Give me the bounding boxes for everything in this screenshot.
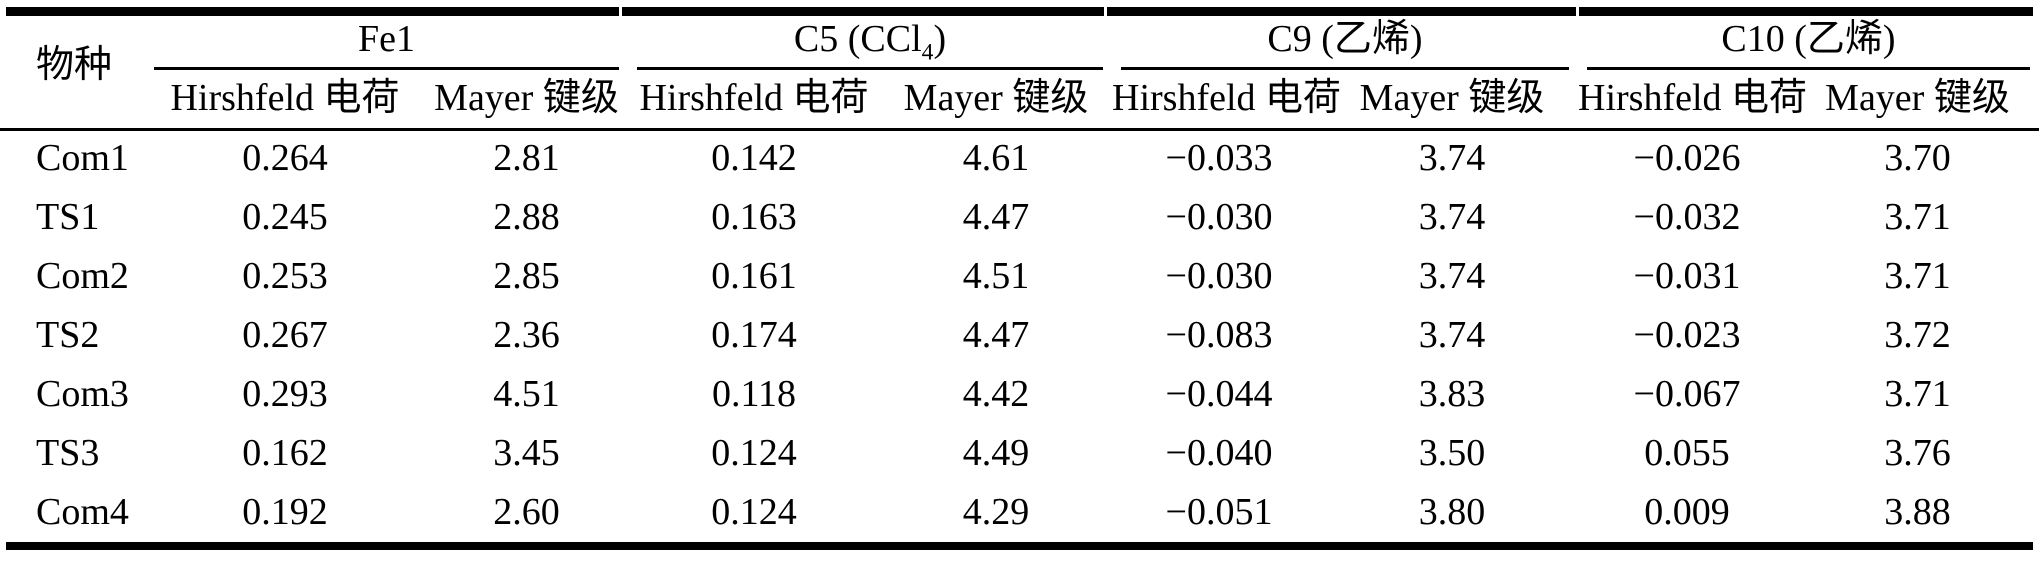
value-cell: 3.71 (1884, 372, 1951, 415)
species-column-header: 物种 (0, 16, 145, 131)
value-cell: −0.032 (1633, 195, 1741, 238)
group-header-c10: C10 (乙烯) (1578, 16, 2039, 70)
subcolumn-header-charge: Hirshfeld 电荷 (628, 70, 880, 131)
species-cell: Com3 (36, 372, 129, 415)
value-cell: 0.055 (1644, 431, 1730, 474)
species-cell: TS3 (36, 431, 100, 474)
species-cell: Com2 (36, 254, 129, 297)
table-row: Com1 0.264 2.81 0.142 4.61 −0.033 3.74 −… (0, 129, 2039, 188)
value-cell: 2.85 (493, 254, 560, 297)
species-cell: TS1 (36, 195, 100, 238)
value-cell: 3.71 (1884, 195, 1951, 238)
value-cell: 4.47 (962, 195, 1030, 238)
value-cell: 3.50 (1418, 431, 1486, 474)
value-cell: 3.74 (1418, 313, 1486, 356)
value-cell: 4.49 (962, 431, 1030, 474)
value-cell: 0.118 (711, 372, 797, 415)
group-underline (154, 67, 619, 70)
value-cell: 4.51 (962, 254, 1030, 297)
group-underline (1587, 67, 2030, 70)
value-cell: 3.70 (1884, 137, 1951, 180)
value-cell: 2.36 (493, 313, 560, 356)
table-row: TS1 0.245 2.88 0.163 4.47 −0.030 3.74 −0… (0, 188, 2039, 247)
species-cell: TS2 (36, 313, 100, 356)
group-header-label: Fe1 (358, 18, 415, 61)
group-underline (1121, 67, 1569, 70)
species-cell: Com1 (36, 137, 129, 180)
group-underline (637, 67, 1103, 70)
value-cell: 4.29 (962, 490, 1030, 533)
value-cell: 0.009 (1644, 490, 1730, 533)
value-cell: 4.42 (962, 372, 1030, 415)
table-row: Com3 0.293 4.51 0.118 4.42 −0.044 3.83 −… (0, 365, 2039, 424)
subcolumn-header-bond: Mayer 键级 (1796, 70, 2039, 131)
value-cell: 0.253 (242, 254, 328, 297)
value-cell: 3.72 (1884, 313, 1951, 356)
group-header-label: C10 (乙烯) (1721, 18, 1896, 61)
value-cell: −0.083 (1165, 313, 1273, 356)
value-cell: 0.192 (242, 490, 328, 533)
value-cell: 4.47 (962, 313, 1030, 356)
value-cell: −0.067 (1633, 372, 1741, 415)
group-header-row: 物种 Fe1 C5 (CCl4) C9 (乙烯) C10 (乙烯) (0, 16, 2039, 131)
value-cell: 2.60 (493, 490, 560, 533)
value-cell: 0.124 (711, 490, 797, 533)
value-cell: 0.124 (711, 431, 797, 474)
group-header-c9: C9 (乙烯) (1112, 16, 1578, 70)
value-cell: 2.81 (493, 137, 560, 180)
subcolumn-header-charge: Hirshfeld 电荷 (1112, 70, 1341, 131)
subcolumn-header-bond: Mayer 键级 (880, 70, 1112, 131)
table-bottom-rule (6, 542, 2033, 550)
value-cell: −0.026 (1633, 137, 1741, 180)
value-cell: −0.051 (1165, 490, 1273, 533)
group-header-fe1: Fe1 (145, 16, 628, 70)
subcolumn-header-bond: Mayer 键级 (425, 70, 628, 131)
table-row: Com4 0.192 2.60 0.124 4.29 −0.051 3.80 0… (0, 483, 2039, 542)
value-cell: 3.83 (1418, 372, 1486, 415)
value-cell: −0.030 (1165, 195, 1273, 238)
value-cell: 3.88 (1884, 490, 1951, 533)
table-top-rule (6, 7, 2033, 16)
value-cell: 0.293 (242, 372, 328, 415)
table-row: TS2 0.267 2.36 0.174 4.47 −0.083 3.74 −0… (0, 306, 2039, 365)
value-cell: −0.031 (1633, 254, 1741, 297)
value-cell: −0.030 (1165, 254, 1273, 297)
value-cell: 3.45 (493, 431, 560, 474)
value-cell: 3.71 (1884, 254, 1951, 297)
subcolumn-header-bond: Mayer 键级 (1326, 70, 1578, 131)
value-cell: 0.142 (711, 137, 797, 180)
value-cell: −0.044 (1165, 372, 1273, 415)
value-cell: 2.88 (493, 195, 560, 238)
value-cell: 0.174 (711, 313, 797, 356)
subcolumn-header-charge: Hirshfeld 电荷 (1578, 70, 1807, 131)
value-cell: 0.267 (242, 313, 328, 356)
value-cell: 0.264 (242, 137, 328, 180)
value-cell: 3.74 (1418, 254, 1486, 297)
table-row: Com2 0.253 2.85 0.161 4.51 −0.030 3.74 −… (0, 247, 2039, 306)
value-cell: 0.162 (242, 431, 328, 474)
subcolumn-header-charge: Hirshfeld 电荷 (145, 70, 425, 131)
subcolumn-header-row: Hirshfeld 电荷 Mayer 键级 Hirshfeld 电荷 Mayer… (0, 70, 2039, 131)
value-cell: 0.163 (711, 195, 797, 238)
value-cell: −0.023 (1633, 313, 1741, 356)
value-cell: 4.61 (962, 137, 1030, 180)
value-cell: 3.76 (1884, 431, 1951, 474)
group-header-label: C5 (CCl4) (793, 18, 947, 66)
value-cell: 0.161 (711, 254, 797, 297)
group-header-label: C9 (乙烯) (1267, 18, 1423, 61)
table-row: TS3 0.162 3.45 0.124 4.49 −0.040 3.50 0.… (0, 424, 2039, 483)
species-cell: Com4 (36, 490, 129, 533)
value-cell: −0.033 (1165, 137, 1273, 180)
value-cell: 3.80 (1418, 490, 1486, 533)
value-cell: 3.74 (1418, 195, 1486, 238)
group-header-c5: C5 (CCl4) (628, 16, 1112, 70)
bond-order-charge-table: 物种 Fe1 C5 (CCl4) C9 (乙烯) C10 (乙烯) (0, 16, 2039, 542)
value-cell: −0.040 (1165, 431, 1273, 474)
value-cell: 3.74 (1418, 137, 1486, 180)
value-cell: 4.51 (493, 372, 560, 415)
value-cell: 0.245 (242, 195, 328, 238)
